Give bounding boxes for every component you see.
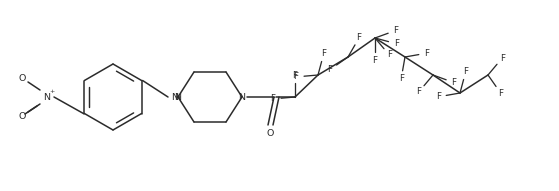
Text: F: F — [271, 94, 276, 103]
Text: F: F — [394, 39, 399, 48]
Text: N: N — [239, 92, 245, 101]
Text: F: F — [416, 87, 421, 96]
Text: N: N — [44, 92, 50, 101]
Text: F: F — [393, 26, 398, 35]
Text: F: F — [292, 70, 297, 79]
Text: F: F — [372, 56, 377, 65]
Text: F: F — [498, 88, 503, 98]
Text: O: O — [18, 74, 26, 83]
Text: F: F — [436, 92, 441, 101]
Text: F: F — [500, 54, 505, 63]
Text: F: F — [293, 72, 299, 81]
Text: F: F — [399, 74, 404, 83]
Text: F: F — [387, 50, 392, 59]
Text: F: F — [357, 33, 362, 42]
Text: O: O — [266, 129, 274, 138]
Text: O: O — [18, 112, 26, 121]
Text: N: N — [174, 92, 182, 101]
Text: F: F — [463, 67, 468, 76]
Text: F: F — [328, 65, 333, 74]
Text: F: F — [451, 78, 456, 87]
Text: F: F — [321, 49, 326, 58]
Text: N: N — [172, 92, 178, 101]
Text: F: F — [424, 49, 429, 58]
Text: +: + — [49, 88, 55, 94]
